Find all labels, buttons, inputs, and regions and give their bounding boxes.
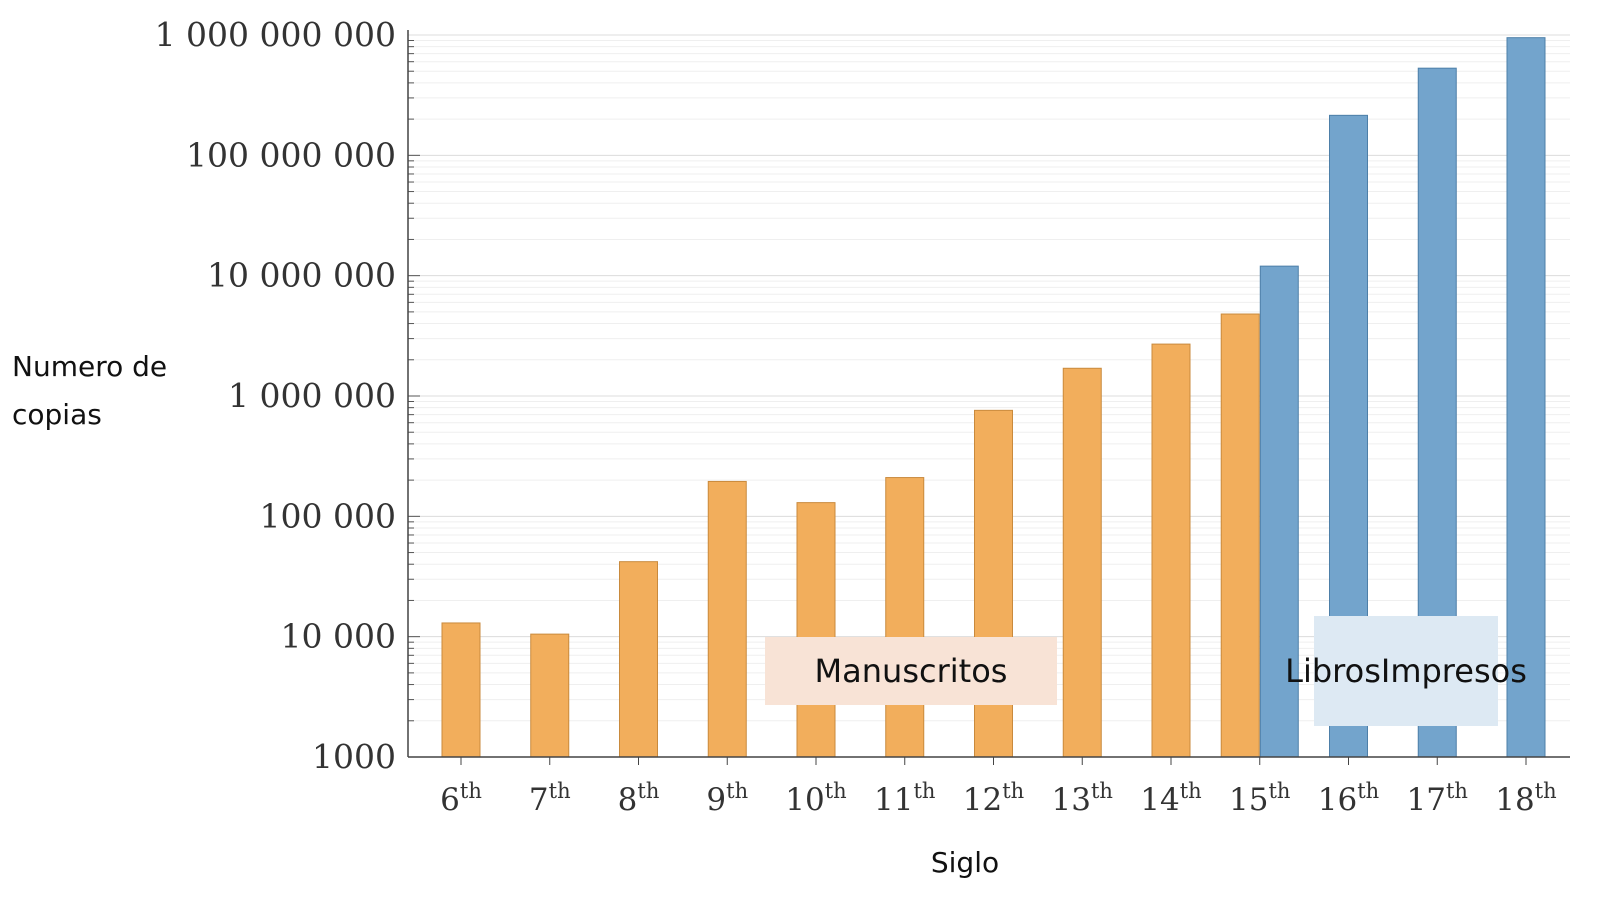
x-tick-labels: 6th 7th 8th 9th 10th 11th 12th 13th 14th 15th 16th… <box>440 779 1557 818</box>
bar-manuscritos-8 <box>619 561 658 758</box>
bar-manuscritos-13 <box>1062 367 1102 758</box>
bar-manuscritos-9 <box>707 480 747 758</box>
x-tick-label-15: 15th <box>1229 779 1290 818</box>
y-tick-label: 1000 <box>312 737 396 776</box>
axes <box>407 30 1570 765</box>
y-tick-label: 100 000 000 <box>186 135 396 174</box>
x-tick-label-8: 8th <box>618 779 660 818</box>
y-tick-label: 1 000 000 <box>228 376 396 415</box>
x-tick-label-17: 17th <box>1407 779 1468 818</box>
bar-manuscritos-10 <box>796 502 836 758</box>
x-tick-label-6: 6th <box>440 779 482 818</box>
x-tick-label-12: 12th <box>963 779 1024 818</box>
x-tick-label-13: 13th <box>1052 779 1113 818</box>
x-tick-label-16: 16th <box>1318 779 1379 818</box>
x-tick-label-9: 9th <box>706 779 748 818</box>
bar-manuscritos-6 <box>441 622 481 758</box>
x-tick-label-11: 11th <box>874 779 935 818</box>
y-tick-labels: 1 000 000 000 100 000 000 10 000 000 1 000 … <box>155 15 396 776</box>
bar-manuscritos-15 <box>1220 313 1260 758</box>
y-tick-label: 1 000 000 000 <box>155 15 396 54</box>
x-tick-label-14: 14th <box>1140 779 1201 818</box>
x-axis-label: Siglo <box>930 846 1000 879</box>
y-tick-label: 100 000 <box>260 496 396 535</box>
bar-manuscritos-12 <box>974 409 1013 758</box>
bar-manuscritos-11 <box>885 477 925 758</box>
y-axis-label: Numero de copias <box>12 350 168 431</box>
bar-impresos-15 <box>1259 265 1299 758</box>
x-tick-label-7: 7th <box>529 779 571 818</box>
libros-impresos-annotation: Libros Impresos <box>1285 616 1527 726</box>
libros-annotation-line2: Impresos <box>1380 652 1527 690</box>
y-tick-label: 10 000 000 <box>207 256 396 295</box>
libros-annotation-line1: Libros <box>1285 652 1381 690</box>
y-tick-label: 10 000 <box>281 617 396 656</box>
bar-impresos-18 <box>1506 37 1546 758</box>
manuscritos-annotation: Manuscritos <box>765 637 1057 705</box>
x-tick-label-10: 10th <box>785 779 846 818</box>
x-tick-label-18: 18th <box>1495 779 1556 818</box>
bar-manuscritos-7 <box>530 633 570 758</box>
bar-manuscritos-14 <box>1151 343 1191 758</box>
